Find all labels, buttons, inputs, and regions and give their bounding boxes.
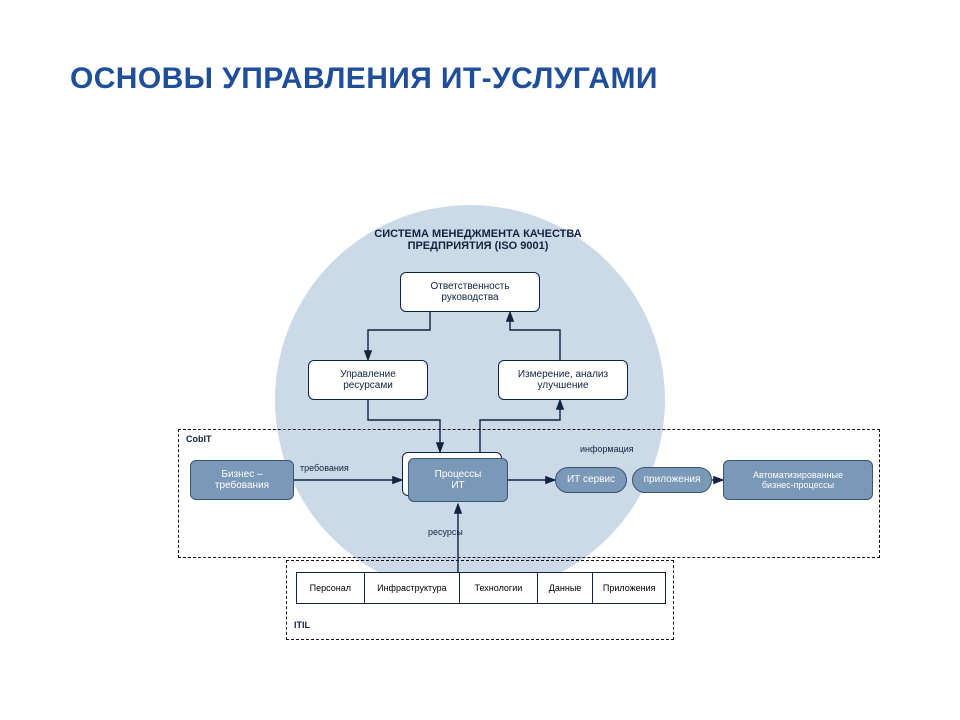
node-processes-it: Процессы ИТ	[408, 458, 508, 502]
diagram-canvas: СИСТЕМА МЕНЕДЖМЕНТА КАЧЕСТВА ПРЕДПРИЯТИЯ…	[0, 0, 960, 720]
edge-label-information: информация	[580, 444, 634, 454]
iso-header-line1: СИСТЕМА МЕНЕДЖМЕНТА КАЧЕСТВА	[374, 228, 581, 240]
node-it-service-label: ИТ сервис	[567, 474, 615, 486]
cobit-label: CobIT	[186, 434, 212, 444]
slide: ОСНОВЫ УПРАВЛЕНИЯ ИТ-УСЛУГАМИ СИСТЕМА МЕ…	[0, 0, 960, 720]
itil-label: ITIL	[294, 620, 310, 630]
edge-label-resources: ресурсы	[428, 527, 463, 537]
iso-header: СИСТЕМА МЕНЕДЖМЕНТА КАЧЕСТВА ПРЕДПРИЯТИЯ…	[358, 228, 598, 252]
resource-cell-2: Технологии	[460, 573, 538, 603]
node-measurement: Измерение, анализ улучшение	[498, 360, 628, 400]
node-auto-bp: Автоматизированные бизнес-процессы	[723, 460, 873, 500]
node-responsibility: Ответственность руководства	[400, 272, 540, 312]
node-business-req: Бизнес – требования	[190, 460, 294, 500]
iso-header-line2: ПРЕДПРИЯТИЯ (ISO 9001)	[408, 240, 549, 252]
node-resources-mgmt-label: Управление ресурсами	[340, 369, 396, 392]
node-applications-label: приложения	[644, 474, 701, 486]
resource-cell-1: Инфраструктура	[365, 573, 460, 603]
edge-label-requirements: требования	[300, 463, 349, 473]
resource-cell-4: Приложения	[593, 573, 665, 603]
node-it-service: ИТ сервис	[555, 467, 627, 493]
resource-grid: Персонал Инфраструктура Технологии Данны…	[296, 572, 666, 604]
node-applications: приложения	[632, 467, 712, 493]
node-responsibility-label: Ответственность руководства	[431, 281, 510, 304]
node-business-req-label: Бизнес – требования	[215, 469, 269, 492]
resource-cell-3: Данные	[538, 573, 594, 603]
node-measurement-label: Измерение, анализ улучшение	[518, 369, 608, 392]
node-processes-it-label: Процессы ИТ	[435, 469, 482, 492]
node-auto-bp-label: Автоматизированные бизнес-процессы	[753, 470, 843, 491]
node-resources-mgmt: Управление ресурсами	[308, 360, 428, 400]
resource-cell-0: Персонал	[297, 573, 365, 603]
